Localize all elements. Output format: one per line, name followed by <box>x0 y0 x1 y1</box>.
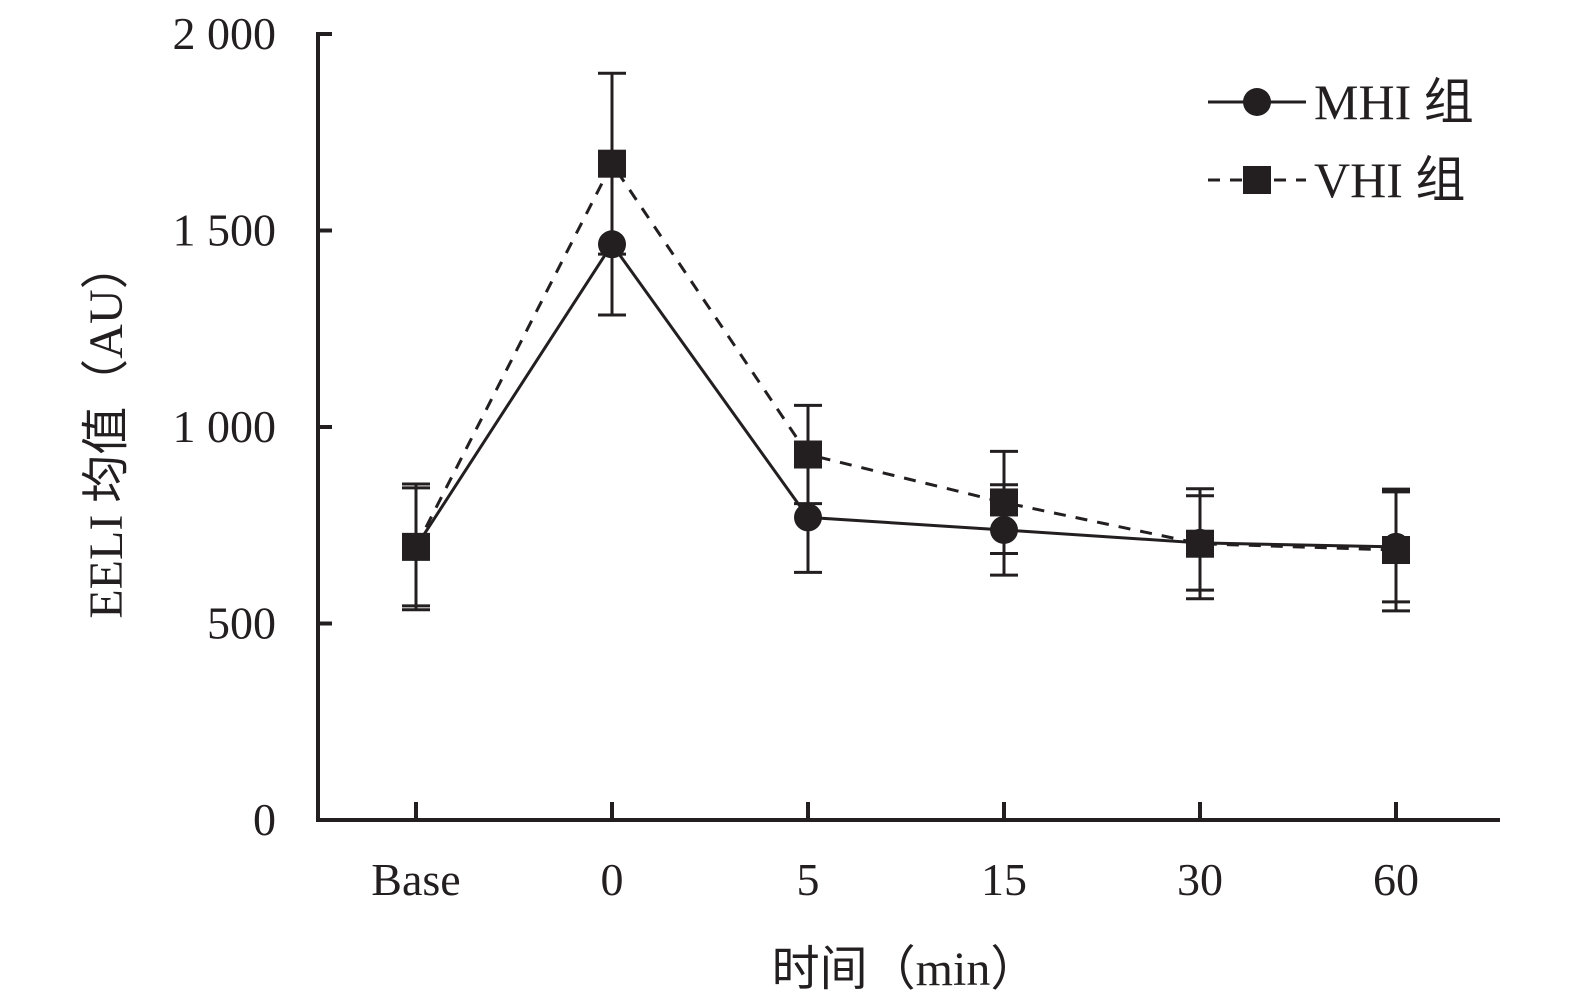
data-point-square <box>1382 536 1410 565</box>
legend-marker-square <box>1243 166 1271 194</box>
series-line <box>414 160 1397 552</box>
legend-label: MHI 组 <box>1314 74 1474 130</box>
y-tick-label: 2 000 <box>173 8 277 59</box>
x-axis-title: 时间（min） <box>772 943 1039 996</box>
data-point-square <box>598 149 626 178</box>
x-tick-label: Base <box>371 854 460 905</box>
x-ticks: Base 0 5 15 30 60 <box>371 802 1419 905</box>
data-point-square <box>990 488 1018 517</box>
series-mhi <box>402 172 1410 608</box>
y-tick-label: 1 500 <box>173 205 277 256</box>
series-layer <box>402 71 1410 613</box>
series-line <box>414 241 1397 549</box>
x-tick-label: 60 <box>1373 854 1419 905</box>
x-tick-label: 5 <box>797 854 820 905</box>
y-tick-label: 0 <box>253 794 276 845</box>
data-point-square <box>402 532 430 561</box>
y-ticks: 0 500 1 000 1 500 2 000 <box>173 8 332 845</box>
x-tick-label: 30 <box>1177 854 1223 905</box>
y-tick-label: 1 000 <box>173 401 277 452</box>
data-point-square <box>794 440 822 469</box>
series-vhi <box>402 71 1410 613</box>
x-tick-label: 15 <box>981 854 1027 905</box>
legend-label: VHI 组 <box>1314 152 1465 208</box>
legend-marker-circle <box>1243 88 1271 116</box>
legend-item: MHI 组 <box>1208 74 1474 130</box>
data-point-square <box>1186 529 1214 558</box>
legend: MHI 组 VHI 组 <box>1208 74 1474 208</box>
data-point-circle <box>794 503 822 532</box>
y-axis-title: EELI 均值（AU） <box>80 241 133 618</box>
y-tick-label: 500 <box>207 598 276 649</box>
x-tick-label: 0 <box>601 854 624 905</box>
legend-item: VHI 组 <box>1208 152 1465 208</box>
